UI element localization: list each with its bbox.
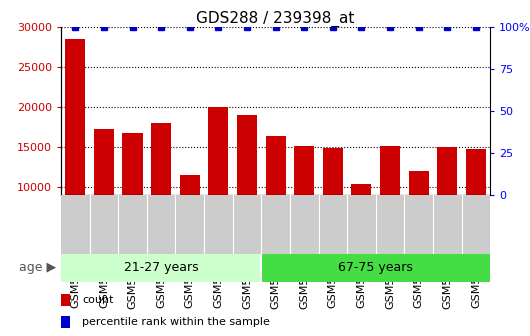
Title: GDS288 / 239398_at: GDS288 / 239398_at [197,11,355,27]
Bar [323,149,343,267]
Bar [61,254,261,282]
Text: count: count [83,295,114,305]
Bar [151,123,171,267]
Bar [409,171,429,267]
Bar [437,147,457,267]
Text: 67-75 years: 67-75 years [338,261,413,275]
Bar [61,316,69,328]
Bar [122,133,143,267]
Bar [180,175,200,267]
Bar [65,39,85,267]
Bar [294,146,314,267]
Bar [94,129,114,267]
Bar [266,136,286,267]
Bar [380,146,400,267]
Text: 21-27 years: 21-27 years [124,261,198,275]
Text: age ▶: age ▶ [19,261,56,275]
Bar [61,294,69,306]
Bar [351,184,372,267]
Bar [237,115,257,267]
Bar [208,107,228,267]
Text: percentile rank within the sample: percentile rank within the sample [83,317,270,327]
Bar [261,254,490,282]
Bar [466,149,486,267]
